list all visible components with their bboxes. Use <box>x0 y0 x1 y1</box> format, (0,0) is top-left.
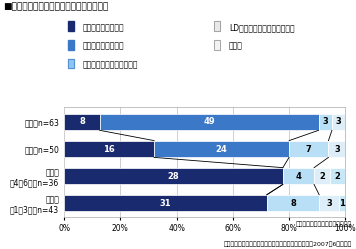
Text: 31: 31 <box>159 199 171 208</box>
Bar <box>319 195 339 211</box>
Bar <box>267 195 319 211</box>
Text: 49: 49 <box>203 118 215 126</box>
Bar <box>332 114 345 130</box>
Text: 3: 3 <box>336 118 341 126</box>
Text: 4: 4 <box>295 172 302 181</box>
Bar <box>283 168 314 185</box>
Text: 兆弟姉妹と共用の子供部屋: 兆弟姉妹と共用の子供部屋 <box>83 60 138 69</box>
Text: 8: 8 <box>290 199 296 208</box>
Text: リビングダイニング: リビングダイニング <box>83 23 125 32</box>
Bar <box>314 168 330 185</box>
Bar <box>329 141 345 157</box>
Text: 7: 7 <box>306 144 312 153</box>
Bar <box>64 168 283 185</box>
Bar <box>64 114 100 130</box>
Text: 自分専用の子供部屋: 自分専用の子供部屋 <box>83 42 125 51</box>
Text: 3: 3 <box>326 199 332 208</box>
Bar <box>319 114 332 130</box>
Text: 2: 2 <box>319 172 325 181</box>
Text: 2: 2 <box>335 172 340 181</box>
Text: その他: その他 <box>229 42 243 51</box>
Text: 28: 28 <box>168 172 179 181</box>
Bar <box>100 114 319 130</box>
Bar <box>289 141 329 157</box>
Text: LD以外に設けた勉強コーナー: LD以外に設けた勉強コーナー <box>229 23 294 32</box>
Text: 8: 8 <box>79 118 85 126</box>
Text: 24: 24 <box>216 144 227 153</box>
Bar <box>339 195 345 211</box>
Text: 「戸建住宅における子供の学習場所に関する調査」ﾈ2007年6月ﾉより: 「戸建住宅における子供の学習場所に関する調査」ﾈ2007年6月ﾉより <box>224 241 352 247</box>
Text: 16: 16 <box>103 144 115 153</box>
Bar <box>64 141 154 157</box>
Text: 3: 3 <box>334 144 340 153</box>
Text: ■学齢別　家の中で普段最も学習する場所: ■学齢別 家の中で普段最も学習する場所 <box>4 2 109 11</box>
Bar <box>154 141 289 157</box>
Text: 3: 3 <box>322 118 328 126</box>
Text: 旭化成ホームズ住生活総合研究所: 旭化成ホームズ住生活総合研究所 <box>296 221 352 227</box>
Text: 1: 1 <box>339 199 345 208</box>
Bar <box>64 195 267 211</box>
Bar <box>330 168 345 185</box>
